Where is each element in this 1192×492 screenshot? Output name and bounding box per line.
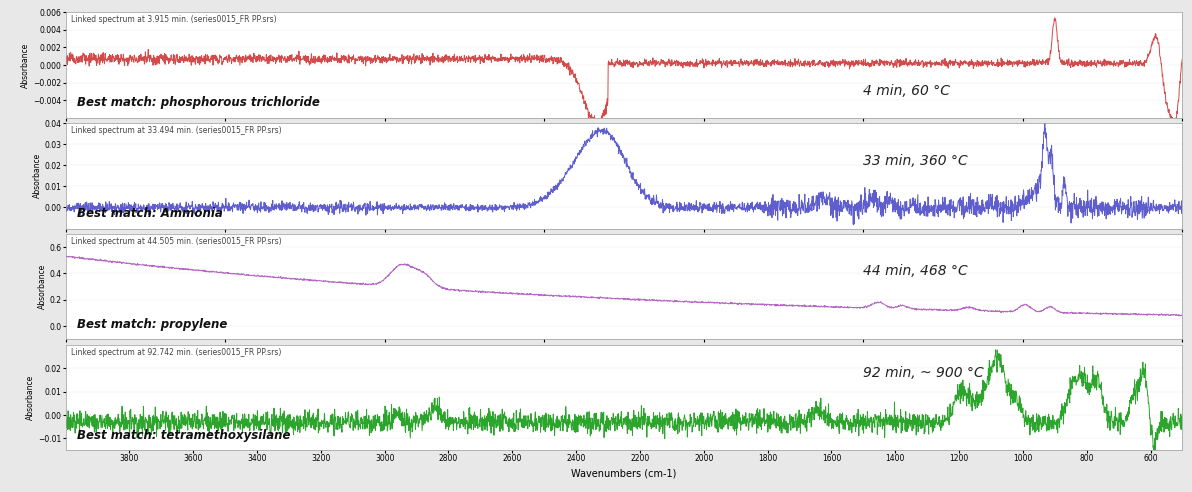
X-axis label: Wavenumbers (cm-1): Wavenumbers (cm-1)	[571, 469, 677, 479]
Text: 44 min, 468 °C: 44 min, 468 °C	[863, 264, 968, 278]
Text: Best match: tetramethoxysilane: Best match: tetramethoxysilane	[76, 429, 290, 442]
Y-axis label: Absorbance: Absorbance	[21, 42, 30, 88]
Text: Linked spectrum at 92.742 min. (series0015_FR PP.srs): Linked spectrum at 92.742 min. (series00…	[72, 348, 281, 357]
Text: 33 min, 360 °C: 33 min, 360 °C	[863, 154, 968, 168]
Text: Best match: phosphorous trichloride: Best match: phosphorous trichloride	[76, 96, 319, 109]
Text: Linked spectrum at 3.915 min. (series0015_FR PP.srs): Linked spectrum at 3.915 min. (series001…	[72, 15, 277, 25]
Text: Best match: propylene: Best match: propylene	[76, 318, 228, 331]
Y-axis label: Absorbance: Absorbance	[32, 153, 42, 198]
Text: Best match: Ammonia: Best match: Ammonia	[76, 207, 223, 220]
Text: Linked spectrum at 44.505 min. (series0015_FR PP.srs): Linked spectrum at 44.505 min. (series00…	[72, 237, 281, 246]
Y-axis label: Absorbance: Absorbance	[26, 375, 36, 420]
Y-axis label: Absorbance: Absorbance	[37, 264, 46, 309]
Text: 4 min, 60 °C: 4 min, 60 °C	[863, 85, 950, 98]
Text: Linked spectrum at 33.494 min. (series0015_FR PP.srs): Linked spectrum at 33.494 min. (series00…	[72, 126, 281, 135]
Text: 92 min, ~ 900 °C: 92 min, ~ 900 °C	[863, 366, 985, 380]
